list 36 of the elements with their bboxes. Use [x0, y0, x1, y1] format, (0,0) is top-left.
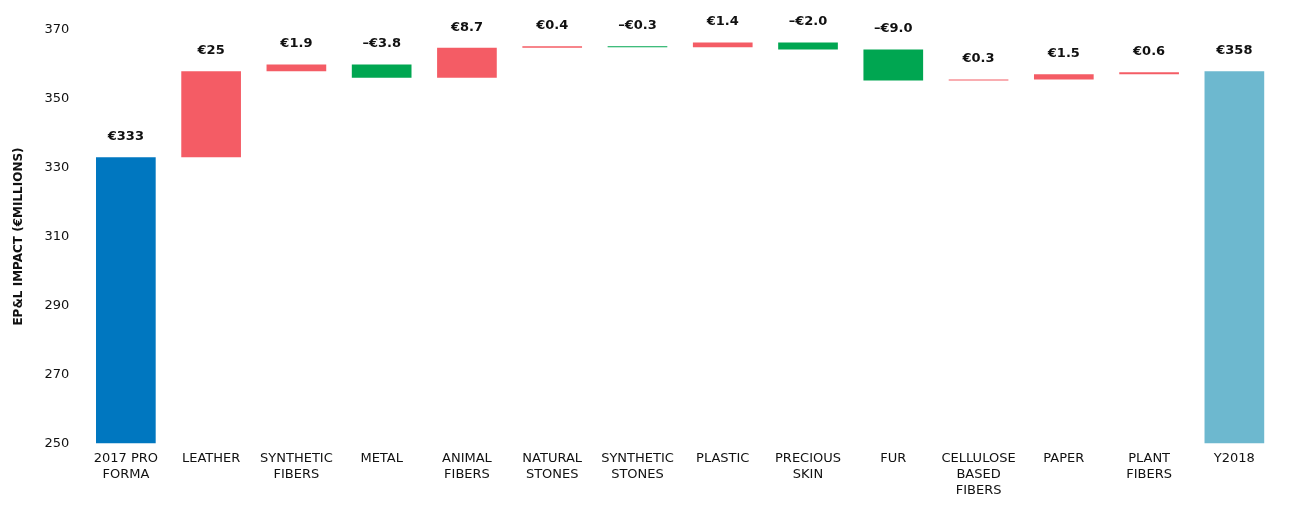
data-label: –€3.8 — [362, 35, 401, 51]
data-label: €1.5 — [1046, 45, 1080, 61]
y-tick-label: 350 — [44, 90, 70, 106]
y-tick-label: 310 — [44, 227, 70, 243]
data-label: €0.3 — [961, 50, 995, 66]
data-label: –€0.3 — [618, 17, 657, 33]
data-label: €1.9 — [279, 35, 313, 51]
x-tick-label: SYNTHETIC FIBERS — [260, 450, 333, 481]
x-tick-label: ANIMAL FIBERS — [442, 450, 493, 481]
x-tick-label: CELLULOSE BASED FIBERS — [941, 450, 1016, 497]
x-tick-label: PLASTIC — [696, 450, 750, 466]
x-tick-label: 2017 PRO FORMA — [93, 450, 159, 481]
data-label: €8.7 — [449, 18, 483, 34]
data-label: –€9.0 — [873, 20, 913, 36]
data-label: €25 — [196, 42, 225, 58]
x-tick-label: METAL — [360, 450, 404, 466]
data-label: €1.4 — [705, 13, 739, 29]
y-tick-label: 250 — [44, 434, 70, 450]
x-tick-label: SYNTHETIC STONES — [601, 450, 674, 481]
y-tick-label: 330 — [44, 158, 70, 174]
data-label: €0.6 — [1132, 43, 1166, 59]
x-tick-label: PRECIOUS SKIN — [775, 450, 842, 481]
x-tick-label: PLANT FIBERS — [1126, 450, 1172, 481]
x-tick-label: FUR — [880, 450, 907, 466]
y-axis-title: EP&L IMPACT (€MILLIONS) — [11, 147, 26, 326]
data-label: €358 — [1215, 42, 1253, 58]
y-tick-label: 270 — [44, 365, 70, 381]
data-label: €0.4 — [535, 17, 569, 33]
x-tick-label: NATURAL STONES — [522, 450, 583, 481]
y-tick-label: 290 — [44, 296, 70, 312]
data-label: –€2.0 — [788, 13, 828, 29]
data-label: €333 — [106, 128, 144, 144]
y-tick-label: 370 — [44, 21, 70, 37]
x-tick-label: LEATHER — [181, 450, 241, 466]
x-tick-label: PAPER — [1043, 450, 1085, 466]
x-tick-label: Y2018 — [1212, 450, 1255, 466]
